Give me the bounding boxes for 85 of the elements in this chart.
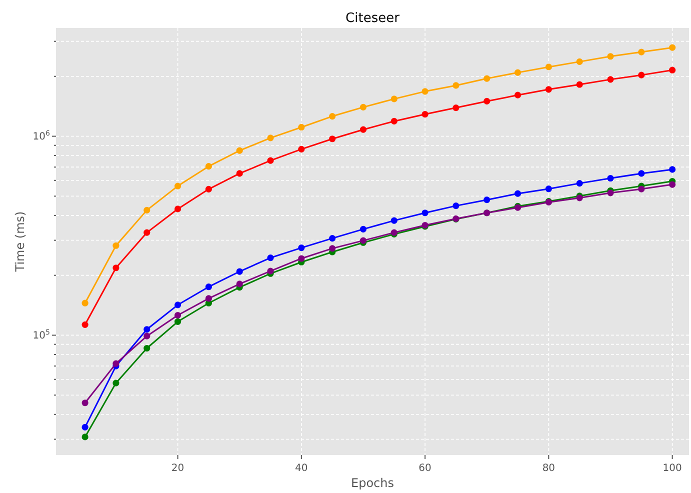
point — [174, 318, 182, 325]
point — [144, 344, 150, 352]
point — [422, 210, 428, 216]
point — [484, 196, 490, 204]
point — [267, 134, 274, 142]
point — [112, 360, 120, 367]
point — [174, 182, 182, 190]
point — [298, 146, 305, 152]
point — [205, 163, 212, 170]
point — [607, 53, 614, 60]
point — [82, 400, 88, 406]
point — [452, 82, 460, 89]
point — [452, 104, 460, 112]
point — [576, 81, 583, 88]
point — [514, 69, 522, 76]
point — [82, 300, 88, 306]
point — [669, 166, 676, 173]
point — [205, 186, 212, 192]
x-tick-label: 40 — [295, 463, 308, 474]
point — [545, 186, 552, 192]
point — [174, 312, 182, 319]
point — [422, 88, 428, 95]
point — [174, 302, 182, 308]
x-tick-label: 60 — [418, 463, 432, 474]
point — [484, 75, 490, 82]
point — [144, 332, 150, 340]
point — [514, 190, 522, 197]
point — [82, 434, 88, 440]
point — [236, 268, 243, 275]
point — [545, 86, 552, 93]
point — [576, 180, 583, 187]
point — [236, 170, 243, 177]
point — [607, 190, 614, 196]
point — [329, 234, 336, 242]
point — [669, 181, 676, 188]
point — [669, 66, 676, 74]
point — [144, 326, 150, 333]
chart-title: Citeseer — [346, 11, 400, 26]
y-axis-title: Time (ms) — [13, 211, 27, 273]
x-tick-label: 80 — [542, 463, 556, 474]
point — [298, 255, 305, 262]
point — [236, 280, 243, 288]
point — [267, 254, 274, 262]
point — [514, 92, 522, 98]
point — [390, 96, 398, 102]
point — [360, 104, 367, 110]
y-tick-label: 10$^{5}$ — [32, 328, 50, 342]
point — [360, 126, 367, 133]
x-tick-label: 20 — [171, 463, 184, 474]
point — [82, 424, 88, 430]
point — [638, 170, 645, 177]
point — [112, 380, 120, 386]
point — [329, 112, 336, 120]
point — [174, 206, 182, 212]
point — [422, 110, 428, 118]
point — [267, 157, 274, 164]
point — [452, 202, 460, 210]
point — [607, 174, 614, 182]
y-tick-label: 10$^{6}$ — [32, 130, 51, 143]
point — [144, 229, 150, 236]
point — [545, 64, 552, 70]
point — [669, 44, 676, 51]
x-tick-label: 100 — [662, 463, 682, 474]
point — [638, 186, 645, 192]
point — [112, 264, 120, 272]
point — [205, 295, 212, 302]
point — [205, 284, 212, 290]
point — [638, 48, 645, 56]
point — [638, 72, 645, 78]
point — [329, 245, 336, 252]
point — [112, 242, 120, 249]
point — [267, 268, 274, 274]
point — [298, 124, 305, 131]
point — [607, 76, 614, 83]
point — [144, 206, 150, 214]
point — [360, 226, 367, 233]
point — [329, 136, 336, 142]
point — [576, 58, 583, 65]
point — [298, 244, 305, 252]
point — [484, 98, 490, 105]
point — [82, 321, 88, 328]
point — [390, 118, 398, 125]
point — [390, 217, 398, 224]
x-axis-title: Epochs — [351, 476, 394, 490]
point — [236, 147, 243, 154]
